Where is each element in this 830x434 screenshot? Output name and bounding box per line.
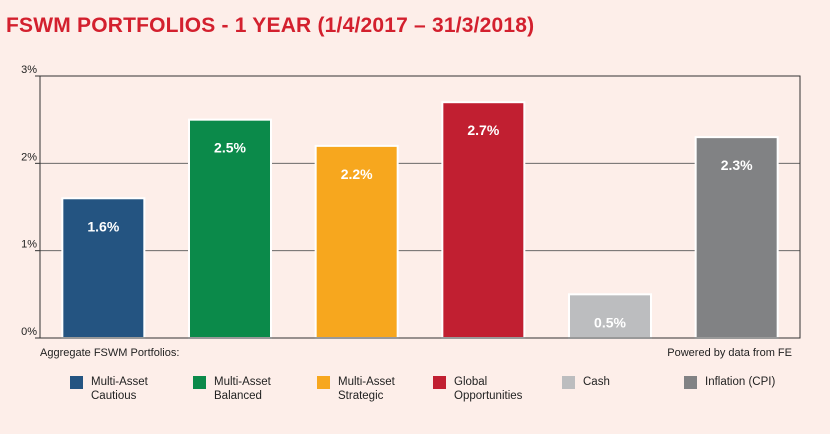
y-tick-label: 2% xyxy=(21,151,37,163)
chart-legend: Multi-Asset Cautious Multi-Asset Balanced Mu… xyxy=(0,375,830,425)
legend-item: Multi-Asset Balanced xyxy=(193,375,304,403)
bar-data-label: 2.5% xyxy=(214,140,246,156)
grid-layer xyxy=(40,162,800,252)
bar-data-label: 0.5% xyxy=(594,314,626,330)
legend-item: Multi-Asset Cautious xyxy=(70,375,181,403)
legend-item: Cash xyxy=(562,375,673,389)
bar-data-label: 2.3% xyxy=(721,157,753,173)
legend-label: Multi-Asset Cautious xyxy=(91,376,148,402)
legend-swatch xyxy=(684,376,697,389)
y-tick-label: 3% xyxy=(21,64,37,76)
legend-label: Multi-Asset Strategic xyxy=(338,376,395,402)
legend-swatch xyxy=(193,376,206,389)
axis-layer: 0% 1% 2% 3% xyxy=(21,64,801,339)
legend-label: Multi-Asset Balanced xyxy=(214,376,271,402)
legend-item: Global Opportunities xyxy=(433,375,544,403)
bar-data-label: 2.7% xyxy=(467,122,499,138)
y-tick-label: 1% xyxy=(21,239,37,251)
legend-swatch xyxy=(433,376,446,389)
legend-label: Inflation (CPI) xyxy=(705,376,776,388)
legend-swatch xyxy=(562,376,575,389)
bar xyxy=(61,197,146,339)
legend-label: Cash xyxy=(583,376,610,388)
bar xyxy=(568,293,652,340)
legend-swatch xyxy=(70,376,83,389)
y-tick-label: 0% xyxy=(21,326,37,338)
legend-label: Global Opportunities xyxy=(454,376,523,402)
plot-frame xyxy=(39,75,801,339)
bar-data-label: 2.2% xyxy=(341,166,373,182)
footer-right-credit: Powered by data from FE xyxy=(667,347,792,359)
bar xyxy=(694,136,779,339)
bar-data-label: 1.6% xyxy=(87,218,119,234)
bar xyxy=(441,101,526,339)
legend-item: Multi-Asset Strategic xyxy=(317,375,428,403)
chart-title: FSWM PORTFOLIOS - 1 YEAR (1/4/2017 – 31/… xyxy=(6,14,535,37)
footer-left-label: Aggregate FSWM Portfolios: xyxy=(40,347,180,359)
bar xyxy=(188,118,272,339)
legend-swatch xyxy=(317,376,330,389)
bar-layer: 1.6% 2.5% 2.2% 2.7% 0.5% 2.3% xyxy=(61,101,779,340)
legend-item: Inflation (CPI) xyxy=(684,375,795,389)
